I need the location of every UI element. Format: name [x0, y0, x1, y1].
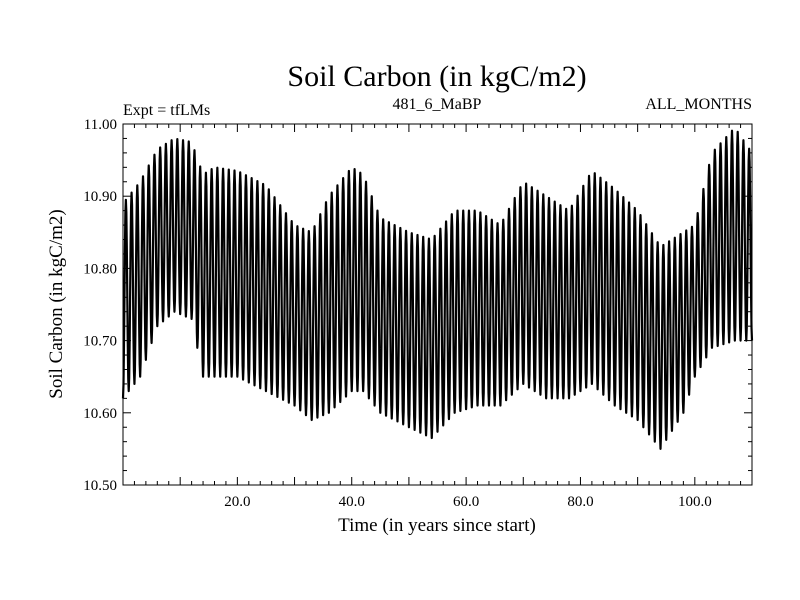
y-tick-label: 10.50: [83, 478, 117, 494]
y-tick-label: 10.60: [83, 406, 117, 422]
series-group: [121, 129, 754, 450]
experiment-label: Expt = tfLMs: [123, 102, 210, 119]
soil-carbon-series-line: [121, 129, 754, 450]
run-id-label: 481_6_MaBP: [393, 96, 482, 113]
y-axis-label: Soil Carbon (in kgC/m2): [46, 209, 67, 398]
y-tick-label: 10.90: [83, 189, 117, 205]
x-tick-label: 20.0: [224, 494, 250, 510]
y-tick-label: 11.00: [84, 117, 117, 133]
y-tick-labels: 10.50 10.60 10.70 10.80 10.90 11.00: [83, 117, 117, 494]
months-label: ALL_MONTHS: [645, 96, 752, 113]
x-axis-label: Time (in years since start): [338, 515, 536, 536]
x-tick-label: 40.0: [339, 494, 365, 510]
x-tick-labels: 20.0 40.0 60.0 80.0 100.0: [224, 494, 711, 510]
x-tick-label: 80.0: [567, 494, 593, 510]
x-tick-label: 60.0: [453, 494, 479, 510]
y-tick-label: 10.70: [83, 334, 117, 350]
y-tick-label: 10.80: [83, 261, 117, 277]
x-tick-label: 100.0: [678, 494, 712, 510]
chart-title: Soil Carbon (in kgC/m2): [287, 60, 586, 93]
